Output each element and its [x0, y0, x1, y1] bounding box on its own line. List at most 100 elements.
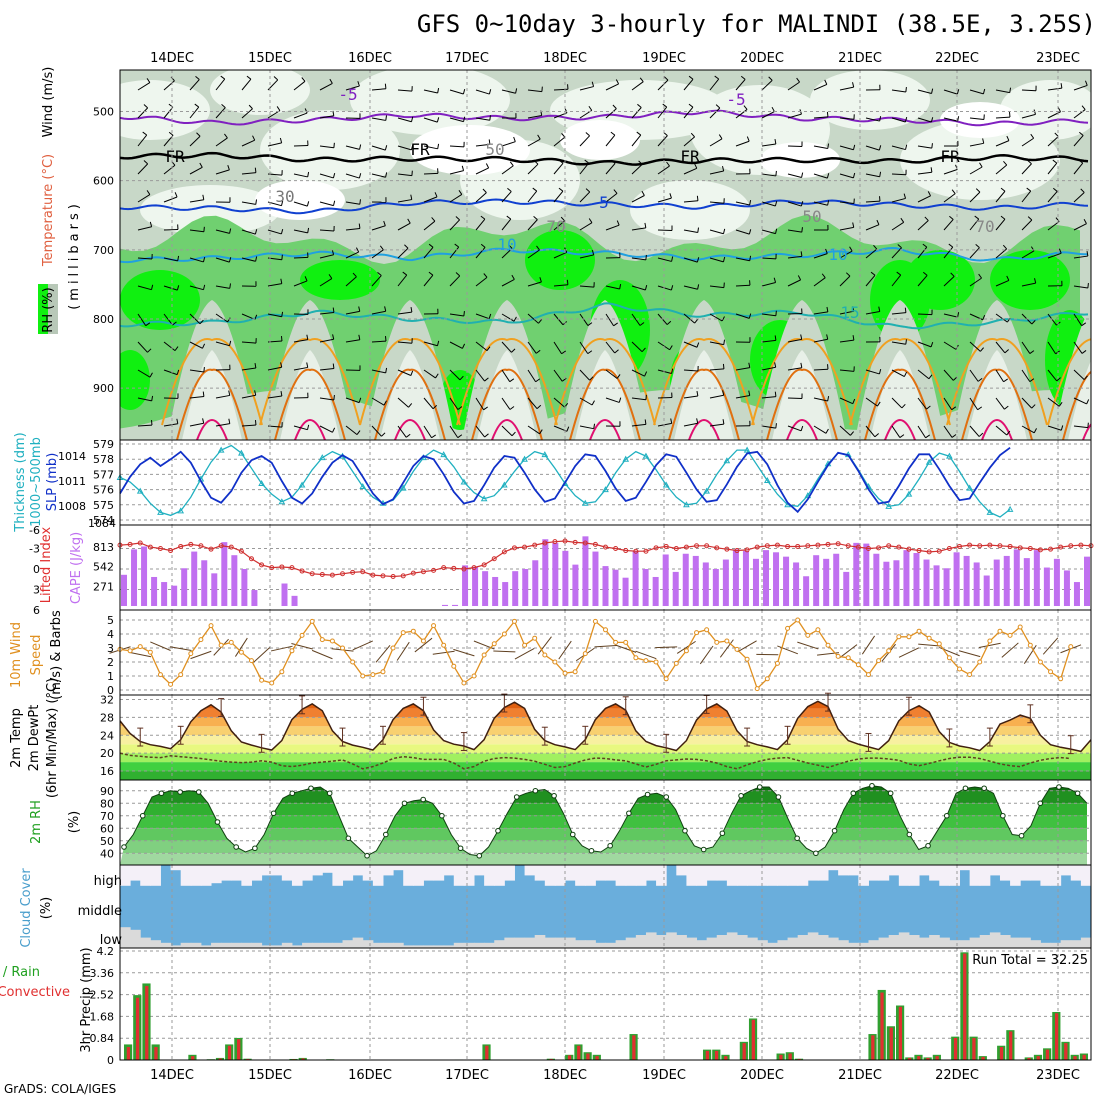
wind-barb [455, 272, 461, 277]
wind-barb [951, 406, 957, 411]
cape-bar [1084, 556, 1090, 606]
wind-barb [515, 88, 518, 94]
temperature-contour [849, 338, 951, 426]
wind-speed-point [957, 666, 963, 672]
cloud-high-bar [382, 865, 394, 876]
wind-barb [457, 434, 463, 439]
wind-barb [1047, 136, 1059, 147]
wind-barb [616, 220, 620, 226]
wind-barb [943, 313, 958, 318]
lifted-index-point [835, 541, 841, 547]
y-tick-label: 4 [107, 628, 114, 641]
wind-barb [527, 190, 538, 203]
wind-barb [189, 166, 203, 175]
temperature-contour [751, 338, 853, 426]
wind-barb [267, 229, 282, 235]
wind-barb [917, 369, 930, 380]
wind-barb [1056, 377, 1061, 382]
wind-barb [501, 397, 511, 410]
date-label: 16DEC [348, 51, 392, 66]
lifted-index-point [896, 544, 902, 550]
wind-barb [644, 222, 647, 228]
y-tick-label-right: 1011 [58, 475, 86, 488]
wind-barb [995, 425, 1008, 436]
precip-convective-bar [246, 1058, 250, 1060]
wind-barb [163, 228, 179, 231]
wind-barb [459, 375, 464, 381]
wind-barb [566, 426, 570, 432]
wind-barb [917, 171, 932, 175]
lifted-index-point [734, 548, 740, 554]
wind-barb [1021, 282, 1036, 287]
wind-barb [189, 229, 204, 233]
lifted-index-point [137, 540, 143, 546]
wind-barb [761, 257, 777, 260]
lifted-index-point [501, 549, 507, 555]
wind-barb [202, 256, 206, 263]
temperature-contour [884, 419, 916, 440]
wind-barb [345, 276, 357, 287]
temperature-contour [176, 368, 248, 440]
wind-barb [176, 285, 180, 291]
y-tick-label: 579 [93, 438, 114, 451]
wind-barb [1073, 135, 1084, 147]
cloud-high-bar [231, 865, 242, 881]
thickness-slp-frame [119, 439, 1092, 526]
wind-barb [137, 134, 148, 147]
wind-barb [787, 312, 803, 315]
precip-convective-bar [218, 1058, 222, 1060]
wind-barb [1047, 191, 1058, 203]
lifted-index-point [522, 544, 528, 550]
wind-barb [345, 310, 360, 315]
cape-bar [532, 560, 539, 606]
rh-band [120, 840, 1087, 854]
precip-convective-bar [154, 1047, 158, 1060]
cape-bar [502, 582, 509, 606]
axis-label: (6hr Min/Max) (°C) [45, 678, 60, 798]
wind-barb [761, 425, 776, 429]
precip-panel: Run Total = 32.25 [120, 948, 1091, 1061]
lifted-index-point [552, 539, 558, 545]
wind-barb [463, 116, 466, 122]
y-tick-label: 800 [93, 313, 114, 326]
cloud-low-bar [514, 937, 526, 948]
rh-blob [210, 70, 310, 115]
rh-point [569, 831, 576, 838]
temperature-contour [1047, 338, 1091, 426]
wind-barb [482, 188, 487, 193]
cloud-high-bar [1080, 865, 1092, 886]
wind-barb [774, 138, 777, 145]
wind-barb [639, 322, 645, 326]
lifted-index-point [198, 543, 204, 549]
rh-point [644, 791, 651, 798]
thickness-point [1006, 505, 1014, 512]
wind-barb [943, 246, 954, 259]
wind-barb [605, 397, 620, 403]
wind-barb [475, 369, 485, 382]
cloud-low-bar [828, 937, 839, 948]
rh-blob [260, 110, 400, 190]
cloud-high-bar [575, 865, 586, 886]
wind-barb [1078, 159, 1084, 164]
wind-speed-point [238, 649, 244, 655]
wind-barb [904, 117, 908, 123]
wind-barb [813, 201, 828, 206]
wind-barb [870, 271, 876, 276]
lifted-index-point [188, 541, 194, 547]
wind-barb [635, 650, 657, 660]
wind-barb [501, 141, 516, 147]
chart-title: GFS 0~10day 3-hourly for MALINDI (38.5E,… [416, 10, 1096, 38]
contour-label: 10 [828, 245, 847, 264]
wind-speed-point [936, 641, 942, 647]
wind-barb [163, 285, 178, 291]
y-tick-label: 32 [100, 693, 114, 706]
rh-point [962, 785, 969, 792]
wind-barb [304, 276, 308, 282]
wind-barb [414, 637, 433, 653]
wind-barb [982, 314, 986, 320]
wind-barb [761, 80, 773, 91]
wind-barb [527, 249, 540, 259]
cloud-low-bar [767, 942, 778, 948]
wind-barb [538, 319, 543, 324]
cloud-high-bar [565, 865, 576, 881]
